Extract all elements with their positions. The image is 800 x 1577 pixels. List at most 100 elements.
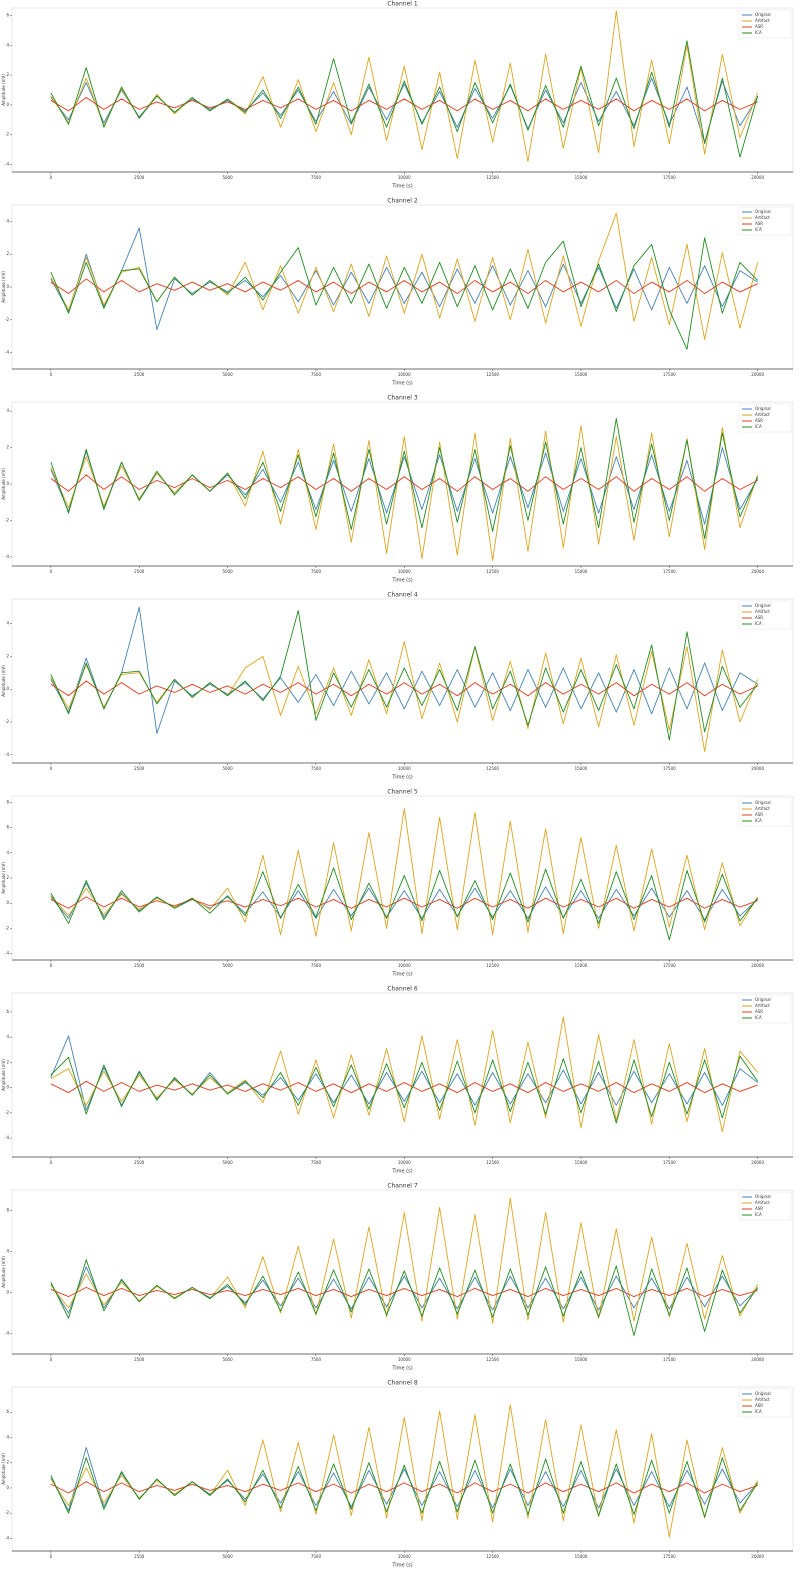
series-line bbox=[50, 1457, 759, 1518]
x-tick-label: 0 bbox=[50, 569, 53, 574]
x-tick-label: 20000 bbox=[751, 1357, 764, 1362]
legend-label: Artifact bbox=[755, 18, 770, 23]
x-tick-label: 7500 bbox=[311, 766, 322, 771]
legend-label: ICA bbox=[755, 30, 762, 35]
y-tick-label: -2 bbox=[5, 132, 9, 137]
y-axis-label: Amplitude (mV) bbox=[1, 74, 6, 106]
x-tick-label: 15000 bbox=[575, 1554, 588, 1559]
legend-label: Original bbox=[755, 1391, 771, 1396]
chart-title: Channel 1 bbox=[387, 1, 418, 8]
legend-label: Original bbox=[755, 209, 771, 214]
x-tick-label: 17500 bbox=[663, 372, 676, 377]
x-tick-label: 2500 bbox=[134, 569, 145, 574]
x-tick-label: 2500 bbox=[134, 1357, 145, 1362]
legend-label: ASR bbox=[755, 615, 763, 620]
x-tick-label: 10000 bbox=[398, 175, 411, 180]
x-tick-label: 17500 bbox=[663, 963, 676, 968]
x-tick-label: 5000 bbox=[222, 1554, 233, 1559]
y-axis-label: Amplitude (mV) bbox=[1, 468, 6, 500]
x-tick-label: 2500 bbox=[134, 175, 145, 180]
x-axis-label: Time (s) bbox=[391, 972, 412, 978]
x-tick-label: 7500 bbox=[311, 963, 322, 968]
x-tick-label: 10000 bbox=[398, 569, 411, 574]
legend-label: ASR bbox=[755, 24, 763, 29]
chart-title: Channel 4 bbox=[387, 592, 418, 599]
legend-label: ASR bbox=[755, 1009, 763, 1014]
series-line bbox=[50, 1404, 759, 1538]
legend-label: Artifact bbox=[755, 412, 770, 417]
x-tick-label: 10000 bbox=[398, 1554, 411, 1559]
series-line bbox=[50, 1286, 758, 1298]
x-tick-label: 10000 bbox=[398, 372, 411, 377]
series-line bbox=[50, 610, 759, 741]
x-tick-label: 17500 bbox=[663, 569, 676, 574]
legend-label: ICA bbox=[755, 621, 762, 626]
x-tick-label: 12500 bbox=[486, 1357, 499, 1362]
y-tick-label: 2 bbox=[6, 875, 9, 880]
y-tick-label: 2 bbox=[6, 1460, 9, 1465]
legend-label: Artifact bbox=[755, 1200, 770, 1205]
x-tick-label: 10000 bbox=[398, 963, 411, 968]
y-tick-label: 0 bbox=[6, 481, 9, 486]
x-tick-label: 12500 bbox=[486, 175, 499, 180]
legend-label: Original bbox=[755, 800, 771, 805]
x-tick-label: 2500 bbox=[134, 1554, 145, 1559]
series-line bbox=[50, 227, 758, 331]
chart-title: Channel 2 bbox=[387, 198, 418, 205]
x-tick-label: 0 bbox=[50, 766, 53, 771]
chart-title: Channel 3 bbox=[387, 395, 418, 402]
series-line bbox=[50, 278, 758, 295]
y-tick-label: 0 bbox=[6, 1485, 9, 1490]
legend-label: Original bbox=[755, 603, 771, 608]
y-tick-label: -4 bbox=[5, 951, 9, 956]
y-tick-label: -2 bbox=[5, 517, 9, 522]
x-tick-label: 15000 bbox=[575, 963, 588, 968]
y-tick-label: -2 bbox=[5, 719, 9, 724]
series-line bbox=[50, 1259, 759, 1336]
x-tick-label: 2500 bbox=[134, 372, 145, 377]
y-tick-label: -4 bbox=[5, 1331, 9, 1336]
plot-frame bbox=[11, 992, 794, 1158]
y-tick-label: 6 bbox=[6, 825, 9, 830]
series-line bbox=[50, 867, 759, 941]
x-tick-label: 12500 bbox=[486, 963, 499, 968]
x-tick-label: 15000 bbox=[575, 372, 588, 377]
y-tick-label: 8 bbox=[6, 799, 9, 804]
y-tick-label: -2 bbox=[5, 925, 9, 930]
x-tick-label: 17500 bbox=[663, 1357, 676, 1362]
x-tick-label: 10000 bbox=[398, 766, 411, 771]
y-tick-label: 2 bbox=[6, 251, 9, 256]
series-line bbox=[50, 10, 759, 163]
x-axis-label: Time (s) bbox=[391, 381, 412, 387]
series-line bbox=[50, 212, 759, 340]
x-tick-label: 7500 bbox=[311, 1357, 322, 1362]
y-axis-label: Amplitude (mV) bbox=[1, 1059, 6, 1091]
x-tick-label: 10000 bbox=[398, 1160, 411, 1165]
y-tick-label: -2 bbox=[5, 1110, 9, 1115]
x-tick-label: 20000 bbox=[751, 1554, 764, 1559]
y-axis-label: Amplitude (mV) bbox=[1, 1453, 6, 1485]
x-tick-label: 2500 bbox=[134, 766, 145, 771]
plot-frame bbox=[11, 1189, 794, 1355]
x-tick-label: 5000 bbox=[222, 175, 233, 180]
chart-title: Channel 5 bbox=[387, 789, 418, 796]
x-tick-label: 12500 bbox=[486, 1160, 499, 1165]
plot-frame bbox=[11, 204, 794, 370]
x-tick-label: 0 bbox=[50, 1357, 53, 1362]
x-tick-label: 7500 bbox=[311, 1554, 322, 1559]
x-tick-label: 5000 bbox=[222, 1357, 233, 1362]
legend-label: ICA bbox=[755, 1015, 762, 1020]
series-line bbox=[50, 1080, 758, 1094]
x-axis-label: Time (s) bbox=[391, 1366, 412, 1372]
y-tick-label: 4 bbox=[6, 621, 9, 626]
legend-label: Artifact bbox=[755, 215, 770, 220]
x-tick-label: 20000 bbox=[751, 963, 764, 968]
y-tick-label: -4 bbox=[5, 752, 9, 757]
legend-label: ASR bbox=[755, 1403, 763, 1408]
y-tick-label: 0 bbox=[6, 102, 9, 107]
y-tick-label: 6 bbox=[6, 1009, 9, 1014]
y-tick-label: 4 bbox=[6, 1434, 9, 1439]
x-tick-label: 15000 bbox=[575, 175, 588, 180]
series-line bbox=[50, 1481, 758, 1494]
